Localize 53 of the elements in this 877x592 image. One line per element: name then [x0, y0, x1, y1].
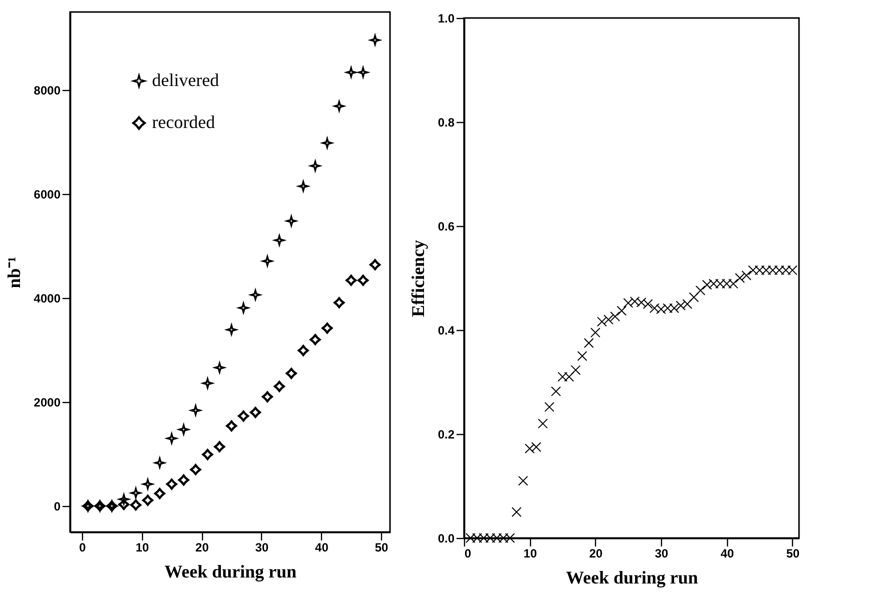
x-tick-label: 30 — [255, 540, 269, 554]
y-tick-label: 6000 — [34, 188, 61, 202]
point — [334, 297, 345, 308]
point — [298, 344, 309, 356]
x-tick-label: 50 — [786, 546, 800, 560]
point — [226, 420, 238, 432]
point — [274, 380, 285, 392]
y-tick-label: 2000 — [34, 396, 61, 410]
point — [202, 448, 214, 460]
point — [118, 498, 130, 510]
point — [369, 259, 381, 270]
point — [590, 328, 600, 338]
point — [190, 464, 202, 476]
point — [154, 488, 166, 500]
x-tick-label: 20 — [589, 546, 603, 560]
y-tick-label: 4000 — [34, 292, 61, 306]
point — [322, 322, 333, 334]
x-tick-label: 40 — [720, 546, 734, 560]
y-tick-label: 0.2 — [438, 428, 455, 442]
legend-label: recorded — [152, 112, 215, 132]
x-tick-label: 40 — [315, 540, 329, 554]
y-tick-label: 0.6 — [438, 220, 455, 234]
point — [130, 499, 142, 511]
y-tick-label: 8000 — [34, 84, 61, 98]
point — [286, 368, 297, 379]
y-axis-title: nb⁻¹ — [4, 256, 24, 288]
y-tick-label: 0.0 — [438, 532, 455, 546]
y-tick-label: 1.0 — [438, 12, 455, 26]
point — [238, 410, 250, 422]
point — [214, 441, 226, 452]
y-axis-title: Efficiency — [408, 240, 428, 317]
point — [166, 478, 178, 490]
x-tick-label: 0 — [464, 546, 472, 560]
x-tick-label: 10 — [136, 540, 150, 554]
y-tick-label: 0 — [54, 500, 61, 514]
x-axis-title: Week during run — [164, 562, 297, 582]
x-tick-label: 10 — [524, 546, 538, 560]
point — [142, 494, 154, 506]
x-axis-title: Week during run — [566, 568, 698, 588]
x-tick-label: 0 — [79, 540, 86, 554]
point — [512, 507, 522, 517]
point — [178, 474, 190, 486]
x-tick-label: 20 — [195, 540, 210, 554]
legend-label: delivered — [152, 70, 219, 90]
x-tick-label: 50 — [374, 540, 389, 554]
x-tick-label: 30 — [654, 546, 669, 560]
y-tick-label: 0.4 — [438, 324, 455, 338]
point — [262, 391, 273, 402]
point — [358, 274, 369, 286]
point — [250, 406, 261, 418]
point — [346, 274, 357, 286]
point — [310, 334, 321, 346]
y-tick-label: 0.8 — [438, 116, 455, 130]
